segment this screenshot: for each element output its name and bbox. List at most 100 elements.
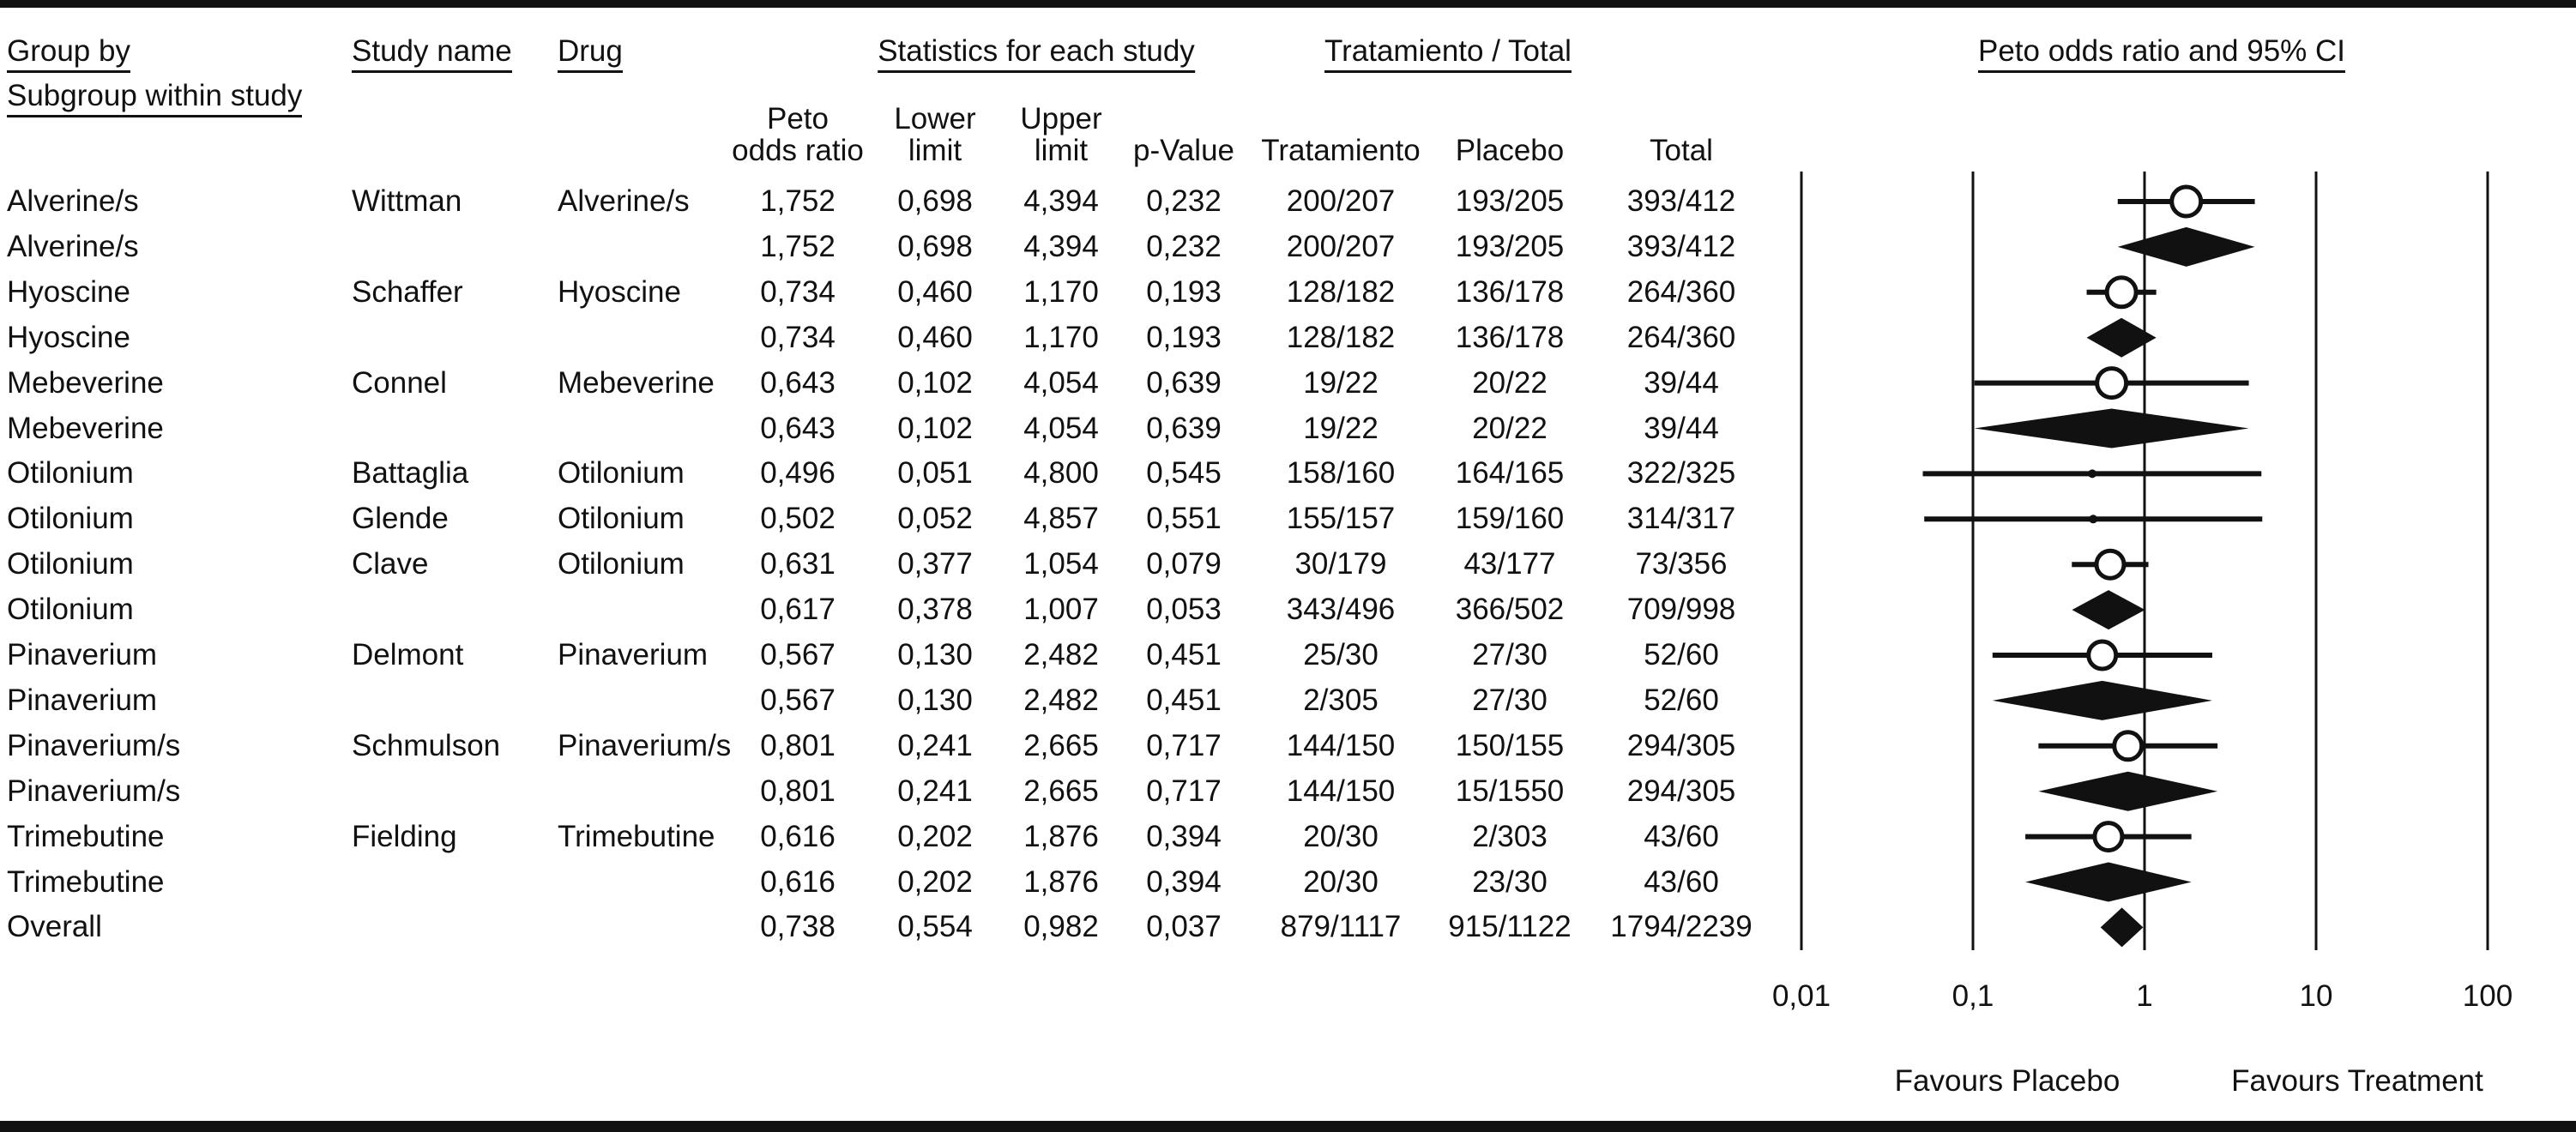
table-row: Otilonium 0,617 0,378 1,007 0,053 343/496 366/… [0,591,2576,629]
cell-total: 73/356 [1635,547,1728,581]
cell-group: Otilonium [7,502,134,536]
subheader-tratamiento: Tratamiento [1261,134,1421,167]
cell-placebo: 2/303 [1472,819,1547,853]
cell-study: Clave [352,547,429,581]
subtotal-diamond [1974,408,2249,449]
cell-placebo: 27/30 [1472,638,1547,671]
cell-drug: Otilonium [558,547,685,581]
point-estimate-circle [2104,275,2139,310]
header-study-name: Study name [352,34,512,73]
cell-study: Battaglia [352,456,469,491]
cell-placebo: 193/205 [1455,229,1565,263]
cell-trat: 158/160 [1286,456,1396,491]
cell-p: 0,193 [1146,274,1222,309]
axis-tick-1: 1 [2136,979,2153,1013]
subheader-total: Total [1650,134,1713,167]
subtotal-diamond [2072,590,2145,630]
cell-trat: 144/150 [1286,728,1396,762]
cell-lower: 0,698 [897,229,973,263]
cell-total: 264/360 [1626,320,1736,354]
cell-total: 39/44 [1644,411,1719,445]
cell-total: 39/44 [1644,365,1719,400]
cell-p: 0,053 [1146,593,1222,627]
cell-drug: Otilonium [558,456,685,491]
cell-group: Pinaverium/s [7,774,181,808]
cell-trat: 20/30 [1303,864,1378,899]
cell-lower: 0,052 [897,502,973,536]
table-row: Hyoscine 0,734 0,460 1,170 0,193 128/182 136/1… [0,319,2576,357]
subheader-peto-odds-ratio: Peto odds ratio [732,102,864,167]
cell-placebo: 164/165 [1455,456,1565,491]
cell-lower: 0,130 [897,683,973,717]
point-estimate-circle [2086,639,2119,671]
cell-placebo: 150/155 [1455,728,1565,762]
subtotal-diamond [2038,771,2218,811]
cell-lower: 0,130 [897,638,973,671]
cell-lower: 0,378 [897,593,973,627]
cell-peto: 0,643 [760,411,836,445]
cell-p: 0,232 [1146,184,1222,218]
cell-peto: 0,734 [760,320,836,354]
cell-trat: 155/157 [1286,502,1396,536]
bottom-border-bar [0,1121,2576,1132]
cell-group: Pinaverium [7,683,158,717]
cell-group: Alverine/s [7,184,139,218]
cell-upper: 1,170 [1023,320,1099,354]
table-row: Trimebutine 0,616 0,202 1,876 0,394 20/30 23/3… [0,864,2576,901]
header-statistics: Statistics for each study [878,34,1195,73]
table-row: Pinaverium Delmont Pinaverium 0,567 0,130 2,4… [0,636,2576,674]
cell-group: Pinaverium [7,638,158,671]
cell-group: Trimebutine [7,864,165,899]
cell-total: 314/317 [1626,502,1736,536]
cell-lower: 0,202 [897,864,973,899]
cell-trat: 30/179 [1294,547,1387,581]
cell-total: 52/60 [1644,638,1719,671]
cell-upper: 1,876 [1023,864,1099,899]
table-row: Otilonium Clave Otilonium 0,631 0,377 1,054 0,… [0,545,2576,583]
cell-upper: 1,876 [1023,819,1099,853]
cell-peto: 0,496 [760,456,836,491]
cell-peto: 0,567 [760,683,836,717]
cell-peto: 0,567 [760,638,836,671]
cell-upper: 4,054 [1023,365,1099,400]
cell-upper: 4,394 [1023,229,1099,263]
cell-total: 52/60 [1644,683,1719,717]
point-estimate-dot [2088,469,2097,479]
cell-upper: 2,482 [1023,683,1099,717]
cell-study: Delmont [352,638,464,671]
cell-group: Mebeverine [7,365,164,400]
subtotal-diamond [1992,680,2212,720]
cell-trat: 25/30 [1303,638,1378,671]
cell-p: 0,394 [1146,819,1222,853]
cell-p: 0,717 [1146,728,1222,762]
cell-total: 264/360 [1626,274,1736,309]
point-estimate-circle [2094,548,2127,581]
cell-placebo: 136/178 [1455,320,1565,354]
cell-group: Hyoscine [7,320,130,354]
cell-trat: 128/182 [1286,274,1396,309]
point-estimate-circle [2169,184,2204,219]
cell-lower: 0,241 [897,774,973,808]
cell-peto: 0,801 [760,774,836,808]
cell-group: Otilonium [7,547,134,581]
table-row: Mebeverine Connel Mebeverine 0,643 0,102 4,05… [0,364,2576,402]
subtotal-diamond [2086,317,2157,358]
cell-group: Otilonium [7,593,134,627]
cell-total: 43/60 [1644,864,1719,899]
cell-placebo: 159/160 [1455,502,1565,536]
table-row: Pinaverium/s 0,801 0,241 2,665 0,717 144/150 1… [0,773,2576,810]
header-group-by-line1: Group by [7,34,130,73]
cell-peto: 0,643 [760,365,836,400]
cell-total: 294/305 [1626,728,1736,762]
cell-group: Overall [7,910,102,944]
table-row: Otilonium Glende Otilonium 0,502 0,052 4,857 0… [0,500,2576,538]
plot-title: Peto odds ratio and 95% CI [1977,34,2346,73]
cell-placebo: 20/22 [1472,411,1547,445]
cell-p: 0,079 [1146,547,1222,581]
cell-trat: 879/1117 [1280,910,1402,944]
cell-total: 43/60 [1644,819,1719,853]
cell-drug: Trimebutine [558,819,715,853]
cell-placebo: 43/177 [1463,547,1556,581]
cell-study: Schmulson [352,728,501,762]
